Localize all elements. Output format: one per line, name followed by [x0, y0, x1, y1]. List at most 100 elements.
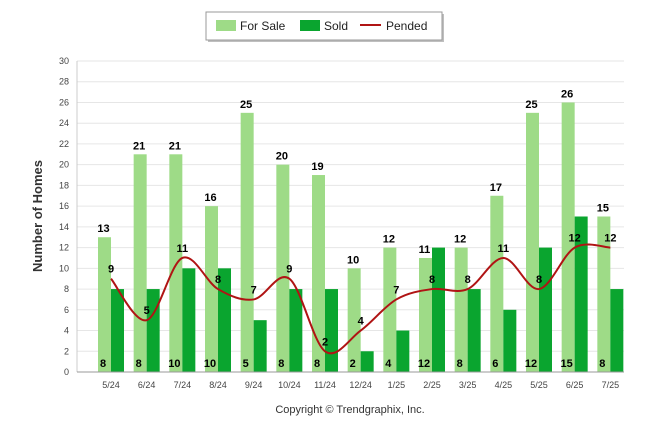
- data-label-pended: 7: [393, 284, 399, 296]
- bar-sold: [396, 330, 410, 372]
- data-label-for-sale: 11: [419, 244, 431, 256]
- data-label-pended: 8: [465, 274, 471, 286]
- bar-sold: [360, 351, 374, 372]
- data-label-sold: 10: [204, 358, 216, 370]
- legend-label-for-sale: For Sale: [240, 19, 286, 33]
- y-tick-label: 20: [59, 160, 69, 170]
- bar-sold: [467, 289, 481, 372]
- y-tick-label: 28: [59, 77, 69, 87]
- data-label-pended: 9: [108, 264, 114, 276]
- x-tick-label: 5/24: [102, 380, 120, 390]
- y-tick-label: 16: [59, 201, 69, 211]
- bar-for-sale: [169, 154, 183, 372]
- x-tick-label: 8/24: [209, 380, 227, 390]
- bar-sold: [111, 289, 124, 372]
- x-tick-label: 11/24: [314, 380, 336, 390]
- bar-for-sale: [561, 102, 575, 372]
- x-tick-label: 6/25: [566, 380, 584, 390]
- bar-sold: [325, 289, 338, 372]
- legend-swatch-for-sale: [216, 20, 236, 31]
- x-tick-label: 7/25: [602, 380, 620, 390]
- y-tick-label: 22: [59, 139, 69, 149]
- x-tick-label: 9/24: [245, 380, 263, 390]
- bar-sold: [146, 289, 160, 372]
- y-tick-label: 2: [64, 346, 69, 356]
- bar-sold: [432, 247, 445, 372]
- data-label-sold: 8: [599, 358, 605, 370]
- x-tick-label: 6/24: [138, 380, 156, 390]
- data-label-for-sale: 19: [311, 161, 323, 173]
- data-label-pended: 8: [215, 274, 221, 286]
- legend-item-pended[interactable]: Pended: [360, 19, 427, 33]
- bar-for-sale: [276, 164, 290, 372]
- data-label-for-sale: 10: [347, 254, 359, 266]
- bar-sold: [539, 247, 552, 372]
- legend[interactable]: For Sale Sold Pended: [205, 11, 444, 42]
- legend-swatch-sold: [300, 20, 320, 31]
- y-tick-label: 6: [64, 305, 69, 315]
- bar-for-sale: [133, 154, 147, 372]
- bar-sold: [182, 268, 196, 372]
- data-labels: 1382182110161025520819810212411121281762…: [97, 88, 616, 370]
- y-tick-label: 24: [59, 118, 69, 128]
- x-tick-label: 12/24: [349, 380, 372, 390]
- data-label-for-sale: 17: [490, 182, 502, 194]
- y-tick-label: 4: [64, 326, 69, 336]
- bar-for-sale: [98, 237, 111, 372]
- data-label-sold: 8: [100, 358, 106, 370]
- data-label-for-sale: 12: [383, 234, 395, 246]
- bar-sold: [289, 289, 303, 372]
- legend-item-sold[interactable]: Sold: [300, 19, 348, 33]
- data-label-sold: 8: [457, 358, 463, 370]
- bar-sold: [253, 320, 267, 372]
- data-label-sold: 12: [418, 358, 430, 370]
- data-label-for-sale: 25: [525, 99, 537, 111]
- x-tick-label: 5/25: [530, 380, 548, 390]
- y-axis-label: Number of Homes: [30, 160, 45, 272]
- bar-for-sale: [205, 206, 218, 372]
- pended-series-line: [110, 243, 611, 355]
- data-label-pended: 9: [286, 264, 292, 276]
- data-label-sold: 2: [350, 358, 356, 370]
- data-label-pended: 8: [536, 274, 542, 286]
- data-label-for-sale: 12: [454, 234, 466, 246]
- bar-sold: [574, 216, 588, 372]
- y-tick-label: 8: [64, 284, 69, 294]
- bar-sold: [610, 289, 624, 372]
- data-label-for-sale: 25: [240, 99, 252, 111]
- bar-sold: [503, 309, 517, 372]
- copyright-footer: Copyright © Trendgraphix, Inc.: [275, 404, 424, 416]
- data-label-sold: 8: [136, 358, 142, 370]
- bar-for-sale: [526, 112, 539, 372]
- bar-for-sale: [312, 175, 325, 372]
- x-tick-label: 3/25: [459, 380, 477, 390]
- y-tick-label: 10: [59, 263, 69, 273]
- data-label-pended: 12: [569, 233, 581, 245]
- data-label-sold: 12: [525, 358, 537, 370]
- legend-label-sold: Sold: [324, 19, 348, 33]
- data-label-sold: 8: [278, 358, 284, 370]
- x-tick-label: 1/25: [388, 380, 406, 390]
- legend-item-for-sale[interactable]: For Sale: [216, 19, 286, 33]
- data-label-for-sale: 26: [561, 88, 573, 100]
- data-label-for-sale: 13: [97, 223, 109, 235]
- data-label-for-sale: 20: [276, 151, 288, 163]
- bar-for-sale: [597, 216, 611, 372]
- y-tick-label: 0: [64, 367, 69, 377]
- x-tick-label: 10/24: [278, 380, 301, 390]
- bar-for-sale: [383, 247, 397, 372]
- y-tick-label: 26: [59, 97, 69, 107]
- data-label-pended: 12: [604, 233, 616, 245]
- pended-line: [110, 243, 611, 355]
- data-label-pended: 8: [429, 274, 435, 286]
- data-label-pended: 7: [251, 284, 257, 296]
- bar-for-sale: [490, 195, 504, 372]
- bar-for-sale: [419, 257, 432, 372]
- bar-for-sale: [347, 268, 361, 372]
- bar-for-sale: [454, 247, 468, 372]
- data-label-pended: 11: [177, 243, 189, 255]
- data-label-sold: 5: [243, 358, 249, 370]
- data-label-pended: 2: [322, 336, 328, 348]
